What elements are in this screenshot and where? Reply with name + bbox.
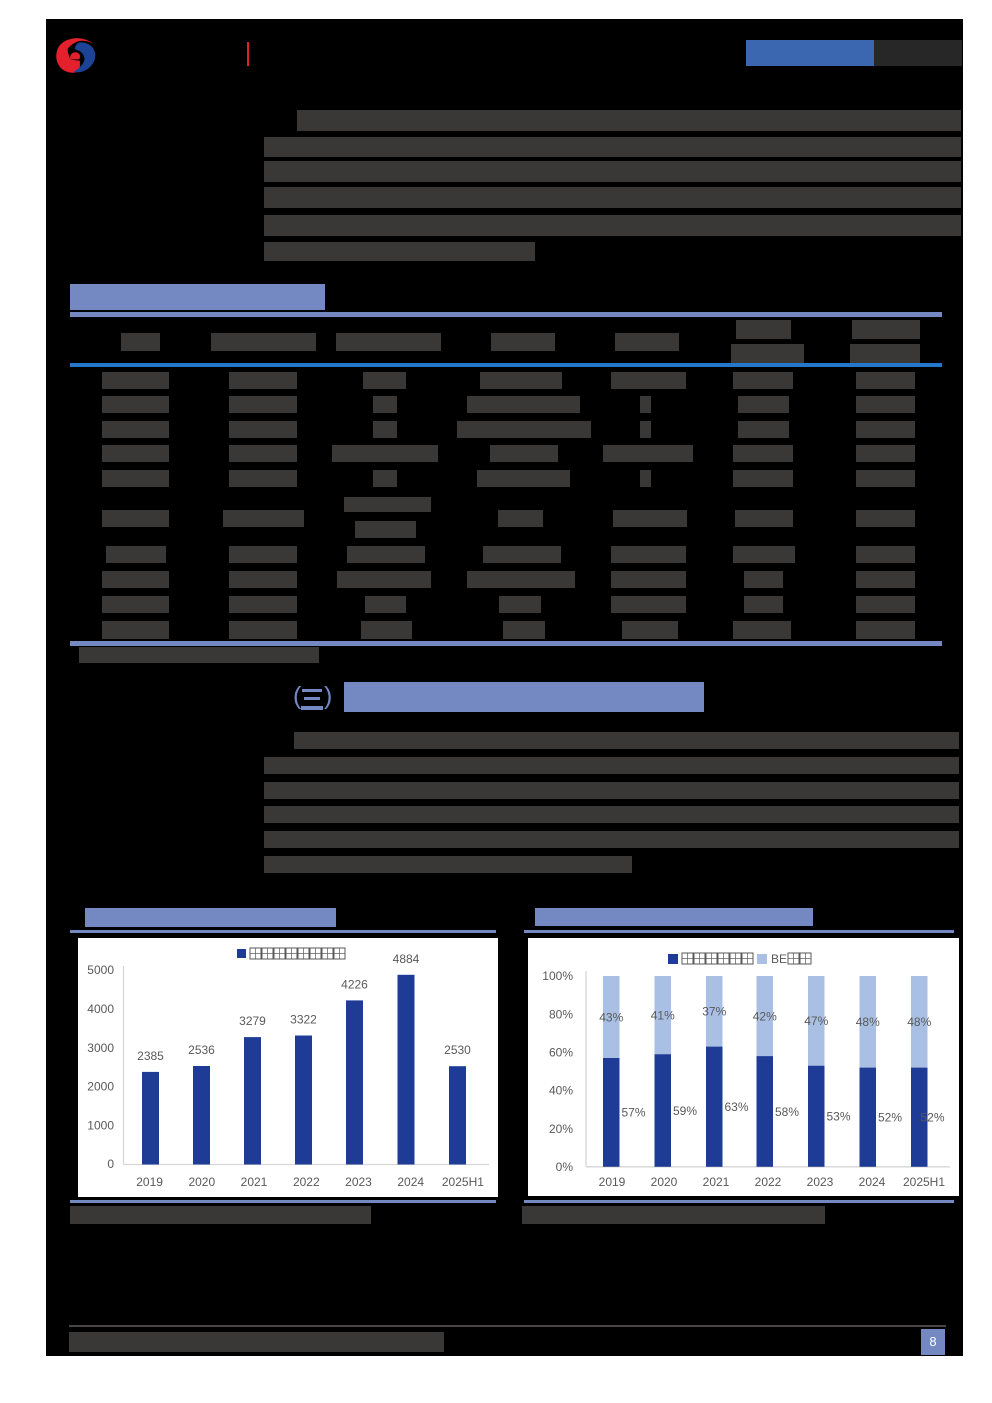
svg-text:2385: 2385 xyxy=(137,1049,164,1063)
svg-text:1000: 1000 xyxy=(87,1118,114,1132)
svg-text:2021: 2021 xyxy=(703,1175,730,1189)
svg-text:0%: 0% xyxy=(556,1160,574,1174)
svg-text:2536: 2536 xyxy=(188,1043,215,1057)
svg-text:2019: 2019 xyxy=(136,1175,163,1189)
svg-text:2020: 2020 xyxy=(188,1175,215,1189)
svg-text:2020: 2020 xyxy=(651,1175,678,1189)
svg-text:57%: 57% xyxy=(622,1106,646,1120)
svg-text:40%: 40% xyxy=(549,1084,573,1098)
svg-text:42%: 42% xyxy=(753,1009,777,1023)
svg-text:0: 0 xyxy=(107,1157,114,1171)
svg-text:2000: 2000 xyxy=(87,1080,114,1094)
svg-text:2024: 2024 xyxy=(397,1175,424,1189)
svg-text:2024: 2024 xyxy=(859,1175,886,1189)
svg-text:2023: 2023 xyxy=(807,1175,834,1189)
svg-text:4226: 4226 xyxy=(341,977,368,991)
svg-text:5000: 5000 xyxy=(87,963,114,977)
svg-text:100%: 100% xyxy=(542,969,573,983)
svg-text:3000: 3000 xyxy=(87,1041,114,1055)
svg-text:47%: 47% xyxy=(804,1014,828,1028)
svg-text:48%: 48% xyxy=(907,1015,931,1029)
svg-text:2530: 2530 xyxy=(444,1043,471,1057)
svg-text:58%: 58% xyxy=(775,1105,799,1119)
svg-text:37%: 37% xyxy=(702,1005,726,1019)
svg-text:2022: 2022 xyxy=(755,1175,782,1189)
svg-text:2021: 2021 xyxy=(241,1175,268,1189)
svg-text:63%: 63% xyxy=(725,1100,749,1114)
svg-text:52%: 52% xyxy=(878,1111,902,1125)
svg-text:20%: 20% xyxy=(549,1122,573,1136)
svg-text:3322: 3322 xyxy=(290,1013,317,1027)
svg-text:48%: 48% xyxy=(856,1015,880,1029)
svg-text:41%: 41% xyxy=(651,1008,675,1022)
svg-text:2022: 2022 xyxy=(293,1175,320,1189)
svg-text:53%: 53% xyxy=(827,1110,851,1124)
svg-text:4000: 4000 xyxy=(87,1002,114,1016)
svg-text:2025H1: 2025H1 xyxy=(903,1175,945,1189)
svg-text:3279: 3279 xyxy=(239,1014,266,1028)
svg-text:60%: 60% xyxy=(549,1046,573,1060)
svg-text:52%: 52% xyxy=(920,1111,944,1125)
svg-text:80%: 80% xyxy=(549,1007,573,1021)
svg-text:2025H1: 2025H1 xyxy=(442,1175,484,1189)
svg-text:4884: 4884 xyxy=(393,952,420,966)
svg-text:43%: 43% xyxy=(599,1010,623,1024)
svg-text:59%: 59% xyxy=(673,1104,697,1118)
svg-text:2023: 2023 xyxy=(345,1175,372,1189)
svg-text:2019: 2019 xyxy=(599,1175,626,1189)
svg-text:BE: BE xyxy=(771,952,787,966)
